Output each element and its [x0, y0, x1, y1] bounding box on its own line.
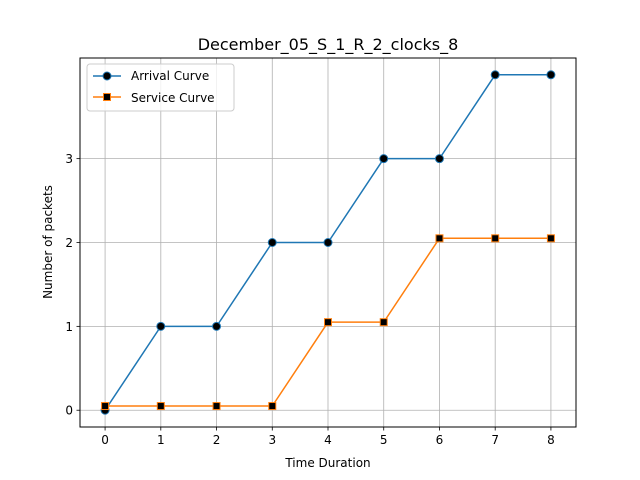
y-tick-label: 1 [65, 320, 73, 334]
x-tick-label: 4 [324, 433, 332, 447]
x-tick-label: 7 [491, 433, 499, 447]
service-point [546, 234, 555, 243]
y-tick-label: 0 [65, 404, 73, 418]
service-point [491, 234, 500, 243]
x-tick-label: 8 [547, 433, 555, 447]
arrival-point [323, 238, 333, 247]
x-tick-label: 2 [213, 433, 221, 447]
axis-ticks: 0 1 2 3 4 5 6 7 8 0 1 2 3 [65, 152, 554, 447]
chart-title: December_05_S_1_R_2_clocks_8 [198, 35, 459, 55]
y-tick-label: 2 [65, 236, 73, 250]
arrival-point [212, 321, 222, 331]
series-layer [100, 70, 556, 415]
legend-arrival-marker [102, 71, 112, 81]
arrival-point [490, 70, 500, 80]
x-tick-label: 0 [101, 433, 109, 447]
arrival-point [434, 154, 444, 164]
x-tick-label: 5 [380, 433, 388, 447]
service-point [156, 402, 165, 411]
y-tick-label: 3 [65, 152, 73, 166]
service-point [435, 234, 444, 243]
legend-service-marker [103, 93, 111, 101]
service-point [101, 402, 110, 411]
legend: Arrival Curve Service Curve [86, 63, 235, 112]
y-axis-label: Number of packets [41, 185, 55, 299]
x-tick-label: 6 [436, 433, 444, 447]
legend-arrival-label: Arrival Curve [131, 69, 209, 83]
service-point [324, 318, 332, 327]
arrival-point [546, 70, 556, 80]
legend-service-label: Service Curve [131, 91, 215, 105]
service-point [212, 402, 221, 411]
service-point [268, 402, 277, 411]
arrival-point [379, 154, 389, 164]
service-point [379, 318, 388, 327]
arrival-point [267, 238, 277, 247]
arrival-point [156, 321, 166, 331]
x-tick-label: 1 [157, 433, 165, 447]
legend-box [86, 63, 235, 112]
x-tick-label: 3 [268, 433, 276, 447]
x-axis-label: Time Duration [284, 456, 370, 470]
